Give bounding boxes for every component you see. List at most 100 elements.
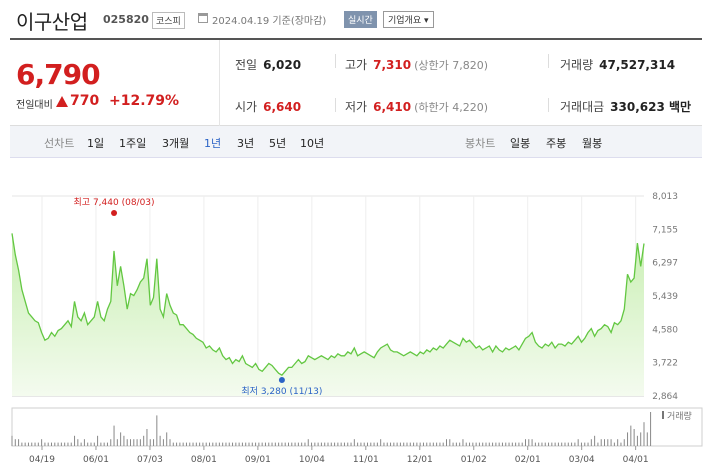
volume-bar xyxy=(459,442,461,446)
volume-bar xyxy=(469,442,471,446)
volume-bar xyxy=(199,442,201,446)
volume-bar xyxy=(406,442,408,446)
volume-label: 거래량 xyxy=(560,58,594,72)
volume-bar xyxy=(87,442,89,446)
volume-bar xyxy=(501,442,503,446)
stock-name: 이구산업 xyxy=(16,10,88,34)
volume-bar xyxy=(83,439,85,446)
volume-bar xyxy=(126,439,128,446)
volume-bar xyxy=(495,442,497,446)
volume-bar xyxy=(617,439,619,446)
company-info-dropdown[interactable]: 기업개요 ▾ xyxy=(383,11,434,28)
volume-bar xyxy=(162,439,164,446)
volume-bar xyxy=(70,442,72,446)
volume-bar xyxy=(380,439,382,446)
divider xyxy=(335,98,336,112)
volume-bar xyxy=(594,435,596,446)
low-annotation: 최저 3,280 (11/13) xyxy=(241,386,322,397)
volume-bar xyxy=(110,439,112,446)
volume-bar xyxy=(584,442,586,446)
tab-1day[interactable]: 1일 xyxy=(87,137,105,150)
calendar-icon xyxy=(198,13,208,23)
volume-bar xyxy=(24,442,26,446)
prev-close-cell: 전일 6,020 xyxy=(235,56,301,73)
volume-bar xyxy=(613,442,615,446)
volume-bar xyxy=(228,442,230,446)
volume-bar xyxy=(64,442,66,446)
tab-10year[interactable]: 10년 xyxy=(300,137,325,150)
tab-monthly-candle[interactable]: 월봉 xyxy=(582,137,603,150)
y-tick-label: 6,297 xyxy=(652,259,678,269)
current-price: 6,790 xyxy=(16,58,101,91)
volume-bar xyxy=(215,442,217,446)
volume-bar xyxy=(202,442,204,446)
y-tick-label: 4,580 xyxy=(652,325,678,335)
volume-bar xyxy=(515,442,517,446)
x-tick-label: 02/01 xyxy=(515,455,541,465)
tab-1year[interactable]: 1년 xyxy=(204,137,222,150)
realtime-button[interactable]: 실시간 xyxy=(344,11,377,28)
volume-bar xyxy=(541,442,543,446)
volume-bar xyxy=(176,442,178,446)
volume-cell: 거래량 47,527,314 xyxy=(560,56,675,73)
volume-frame xyxy=(11,407,703,447)
volume-bar xyxy=(261,442,263,446)
tab-daily-candle[interactable]: 일봉 xyxy=(510,137,531,150)
volume-bar xyxy=(455,442,457,446)
volume-bar xyxy=(492,442,494,446)
tab-1week[interactable]: 1주일 xyxy=(119,137,147,150)
volume-bar xyxy=(120,432,122,446)
volume-bar xyxy=(205,442,207,446)
tab-weekly-candle[interactable]: 주봉 xyxy=(546,137,567,150)
volume-value: 47,527,314 xyxy=(599,58,676,72)
volume-bar xyxy=(268,442,270,446)
volume-bar xyxy=(113,425,115,446)
volume-bar xyxy=(422,442,424,446)
volume-bar xyxy=(551,442,553,446)
open-label: 시가 xyxy=(235,100,258,114)
y-tick-label: 7,155 xyxy=(652,225,678,235)
volume-bar xyxy=(528,439,530,446)
tab-3month[interactable]: 3개월 xyxy=(162,137,190,150)
volume-bar xyxy=(67,442,69,446)
volume-bar xyxy=(340,442,342,446)
volume-bar xyxy=(179,442,181,446)
volume-bar xyxy=(307,439,309,446)
volume-bar xyxy=(531,439,533,446)
volume-bar xyxy=(314,442,316,446)
volume-bar xyxy=(284,442,286,446)
price-chart[interactable]: 8,013 7,155 6,297 5,439 4,580 3,722 2,864 04/1… xyxy=(0,160,708,468)
volume-bar xyxy=(274,442,276,446)
line-chart-label: 선차트 xyxy=(44,137,75,150)
volume-bar xyxy=(153,439,155,446)
volume-bar xyxy=(271,442,273,446)
volume-bar xyxy=(370,442,372,446)
volume-bar xyxy=(449,439,451,446)
volume-bar xyxy=(337,442,339,446)
volume-bar xyxy=(106,442,108,446)
volume-bar xyxy=(149,439,151,446)
volume-bar xyxy=(399,442,401,446)
volume-bar xyxy=(383,442,385,446)
volume-bar xyxy=(241,442,243,446)
volume-bar xyxy=(465,442,467,446)
volume-bar xyxy=(390,442,392,446)
volume-bar xyxy=(97,435,99,446)
volume-bar xyxy=(11,435,13,446)
change-percent: +12.79% xyxy=(109,93,180,109)
volume-bar xyxy=(564,442,566,446)
volume-bar xyxy=(373,442,375,446)
volume-bar xyxy=(590,439,592,446)
volume-bar xyxy=(446,439,447,446)
volume-bar xyxy=(159,435,161,446)
volume-bar xyxy=(587,442,589,446)
volume-bar xyxy=(291,442,293,446)
tab-3year[interactable]: 3년 xyxy=(237,137,255,150)
prev-close-label: 전일 xyxy=(235,58,258,72)
volume-bar xyxy=(630,425,632,446)
divider xyxy=(548,54,549,68)
x-tick-label: 01/02 xyxy=(461,455,487,465)
volume-bar xyxy=(90,442,92,446)
tab-5year[interactable]: 5년 xyxy=(269,137,287,150)
volume-bar xyxy=(650,412,652,446)
